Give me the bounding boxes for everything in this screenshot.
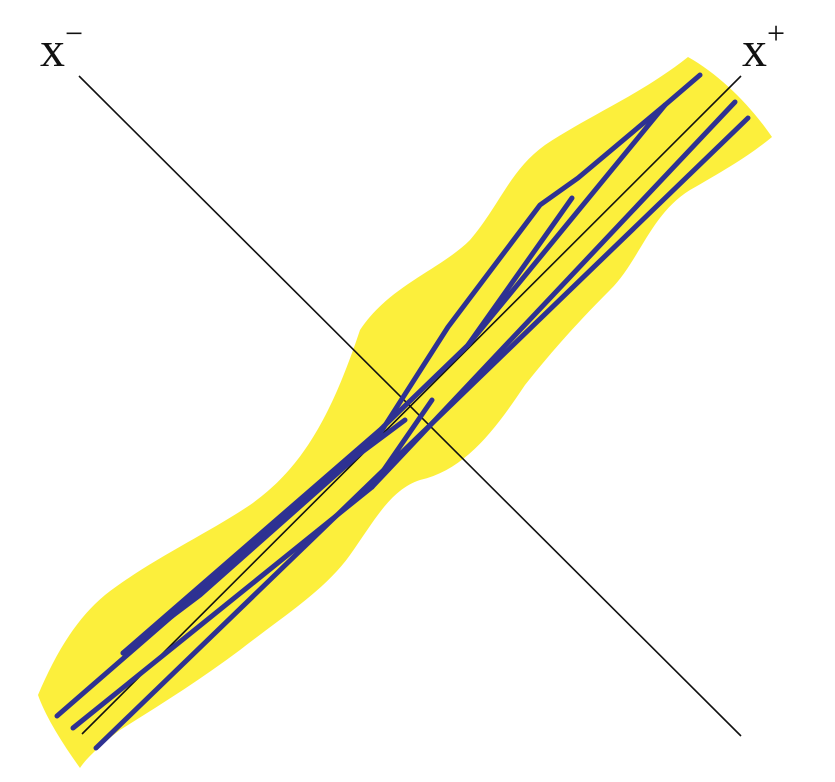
x-plus-label: x+ — [742, 15, 785, 77]
x-minus-base: x — [40, 21, 65, 77]
x-plus-axis — [81, 75, 742, 735]
worldline-outer — [93, 115, 751, 751]
worldline-lower-loop — [120, 417, 408, 656]
x-minus-label: x− — [40, 15, 83, 77]
x-plus-base: x — [742, 21, 767, 77]
worldline-paths — [54, 72, 751, 751]
worldline-zigzag — [120, 195, 575, 656]
x-plus-sup: + — [767, 15, 785, 51]
worldline-top-diagonal — [465, 102, 668, 348]
x-minus-sup: − — [65, 15, 83, 51]
